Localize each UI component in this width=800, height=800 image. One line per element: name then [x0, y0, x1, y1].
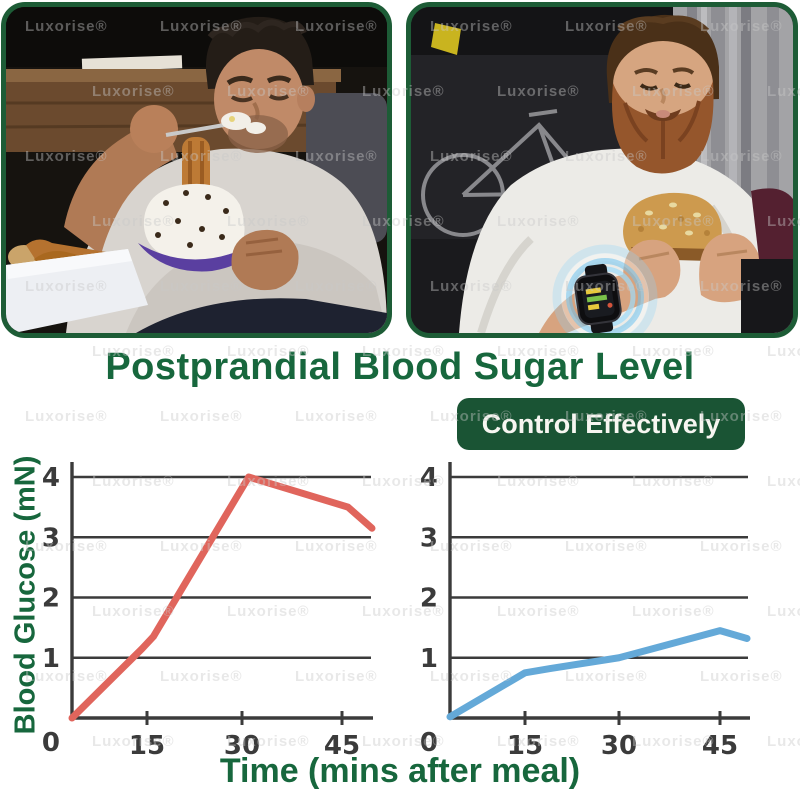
y-tick-label: 3 [420, 523, 438, 553]
yellow-object [431, 23, 461, 55]
y-tick-label: 2 [42, 584, 60, 614]
couch-right [741, 259, 793, 333]
x-tick-label: 45 [324, 731, 360, 760]
x-tick-label: 30 [224, 731, 260, 760]
arm-left [64, 123, 178, 255]
blood-glucose-controlled-line [446, 627, 751, 721]
y-tick-label: 3 [42, 523, 60, 553]
man-head [606, 14, 719, 174]
hand-right [231, 229, 299, 291]
churro-box [6, 239, 148, 333]
smartwatch-icon [574, 263, 622, 333]
cream-cake [138, 183, 252, 272]
y-tick-label: 0 [42, 728, 60, 758]
photo-eating-burger-with-watch [406, 2, 798, 338]
x-tick-label: 45 [702, 731, 738, 760]
fork [165, 112, 251, 137]
watermark-text: Luxorise® [295, 408, 378, 425]
chart-blood-sugar-uncontrolled: 0 1 2 3 4 15 30 45 [42, 462, 376, 760]
blood-glucose-uncontrolled-line [68, 473, 376, 722]
couch-seat [136, 298, 387, 333]
y-tick-label: 4 [42, 463, 60, 493]
watermark-text: Luxorise® [25, 408, 108, 425]
x-tick-label: 15 [129, 731, 165, 760]
y-tick-label: 2 [420, 584, 438, 614]
pillow [751, 188, 793, 269]
photo-overeating-desserts [1, 2, 392, 338]
dessert-scene-illustration [6, 7, 387, 333]
x-tick-label: 15 [507, 731, 543, 760]
control-effectively-badge: Control Effectively [457, 398, 745, 450]
burger-scene-illustration [411, 7, 793, 333]
y-tick-label: 1 [42, 644, 60, 674]
page-title: Postprandial Blood Sugar Level [105, 346, 695, 388]
y-tick-label: 1 [420, 644, 438, 674]
y-tick-label: 4 [420, 463, 438, 493]
x-tick-label: 30 [601, 731, 637, 760]
x-axis-label: Time (mins after meal) [219, 752, 581, 790]
watermark-text: Luxorise® [160, 408, 243, 425]
chart-blood-sugar-controlled: 0 1 2 3 4 15 30 45 [420, 462, 751, 760]
y-tick-label: 0 [420, 728, 438, 758]
